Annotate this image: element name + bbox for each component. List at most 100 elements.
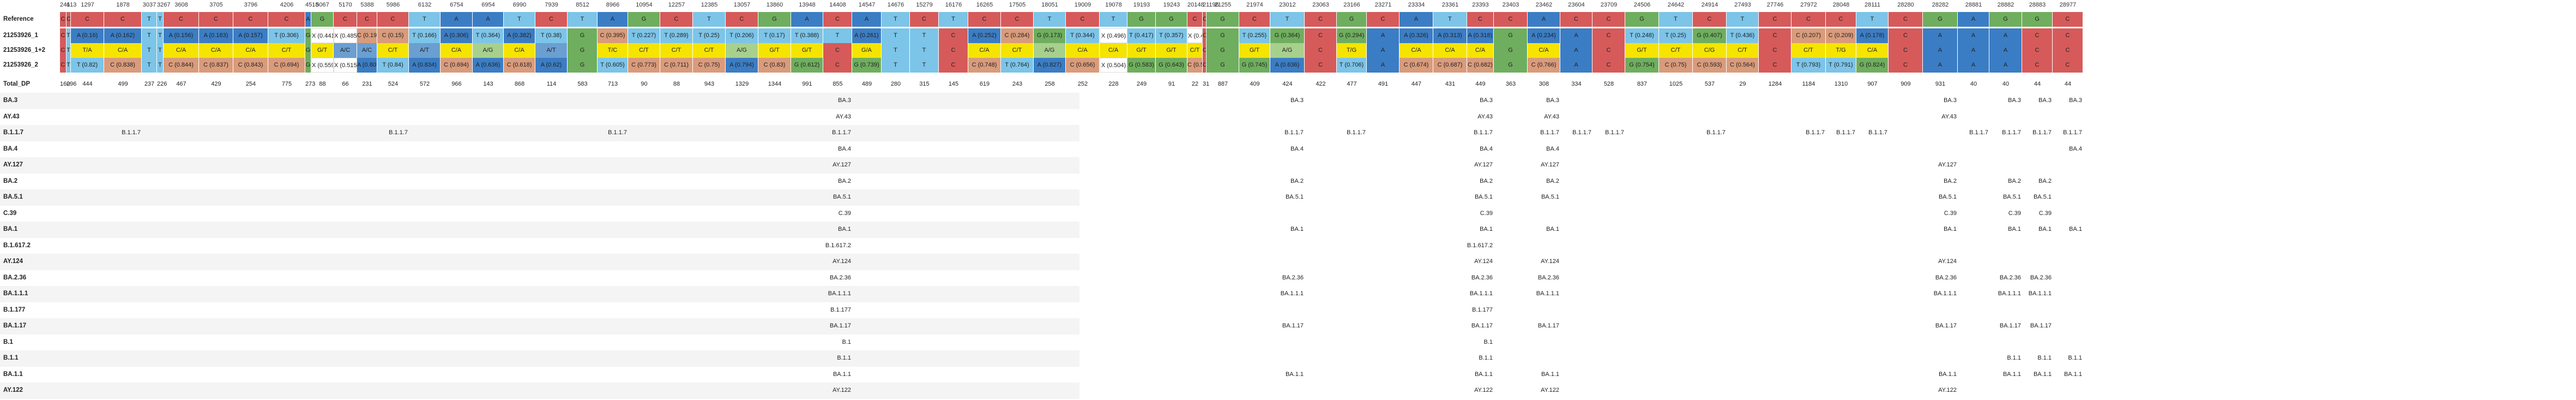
position-header-14547: 14547 (858, 2, 876, 8)
sample-cell: A (0.318) (1467, 28, 1494, 43)
lineage-cell: BA.1.1.1 (1536, 290, 1559, 297)
sample-cell: G/T (311, 43, 334, 58)
sample-cell: A/C (357, 43, 377, 58)
reference-cell: C (377, 12, 409, 27)
reference-cell: C (1791, 12, 1826, 27)
lineage-cell: AY.127 (1474, 162, 1493, 168)
total-dp-cell: 296 (67, 81, 77, 87)
sample-cell: A (0.382) (504, 28, 535, 43)
sample-cell: T (0.364) (473, 28, 504, 43)
lineage-row-stripe (0, 270, 1079, 286)
sample-cell: T (142, 58, 157, 73)
sample-cell: T (0.248) (1625, 28, 1659, 43)
sample-cell: C (0.209) (1826, 28, 1856, 43)
lineage-cell: BA.2.36 (2030, 274, 2052, 281)
lineage-cell: BA.1.1.1 (1280, 290, 1304, 297)
sample-cell: T (0.706) (1337, 58, 1367, 73)
sample-cell: C (1889, 43, 1923, 58)
sample-cell: G (568, 58, 598, 73)
total-dp-cell: 363 (1505, 81, 1516, 87)
lineage-cell: BA.1 (1546, 226, 1559, 232)
sample-cell: T/G (1826, 43, 1856, 58)
sample-cell: T (0.436) (1727, 28, 1759, 43)
total-dp-cell: 114 (546, 81, 557, 87)
sample-cell: G (1494, 43, 1528, 58)
position-header-16176: 16176 (945, 2, 962, 8)
position-header-23393: 23393 (1472, 2, 1489, 8)
lineage-cell: BA.1 (1480, 226, 1493, 232)
sample-cell: T (882, 43, 910, 58)
sample-cell: G (0.612) (791, 58, 823, 73)
sample-cell: T (0.82) (71, 58, 104, 73)
sample-cell: T (157, 28, 164, 43)
sample-cell: C/T (1001, 43, 1034, 58)
total-dp-cell: 1284 (1768, 81, 1782, 87)
reference-cell: C (1592, 12, 1625, 27)
position-header-28881: 28881 (1965, 2, 1982, 8)
lineage-cell: B.1.1.7 (1605, 129, 1624, 136)
lineage-cell: B.1.1.7 (832, 129, 851, 136)
sample-cell: T (0.791) (1826, 58, 1856, 73)
total-dp-cell: 280 (890, 81, 901, 87)
reference-cell: T (1433, 12, 1467, 27)
sample-cell: A (1560, 28, 1592, 43)
sample-cell: C/T (1791, 43, 1826, 58)
lineage-cell: BA.1 (1944, 226, 1957, 232)
reference-cell: C (1494, 12, 1528, 27)
total-dp-cell: 477 (1347, 81, 1357, 87)
sample-cell: T (910, 43, 939, 58)
sample-cell: X (0.559) (311, 58, 334, 73)
total-dp-cell: 499 (118, 81, 128, 87)
lineage-cell: BA.3 (838, 97, 851, 104)
position-header-241: 241 (60, 2, 70, 8)
total-dp-cell: 943 (704, 81, 715, 87)
reference-cell: C (334, 12, 357, 27)
lineage-label: AY.124 (3, 258, 23, 265)
sample-cell: A (0.306) (441, 28, 473, 43)
total-dp-cell: 991 (802, 81, 812, 87)
lineage-cell: BA.2.36 (1999, 274, 2021, 281)
sample-cell: A (1367, 58, 1399, 73)
position-header-3705: 3705 (209, 2, 223, 8)
position-header-28977: 28977 (2059, 2, 2077, 8)
sample-cell: C (1592, 28, 1625, 43)
lineage-cell: B.1.617.2 (825, 242, 851, 249)
total-dp-cell: 424 (1282, 81, 1293, 87)
position-header-8966: 8966 (606, 2, 620, 8)
lineage-cell: AY.43 (1941, 113, 1957, 120)
sample-cell: C (0.656) (1066, 58, 1100, 73)
lineage-cell: BA.1.1 (1541, 371, 1559, 378)
position-header-23334: 23334 (1408, 2, 1425, 8)
lineage-cell: B.1.1 (1479, 355, 1493, 361)
reference-cell: T (882, 12, 910, 27)
reference-cell: G (1989, 12, 2022, 27)
sample-cell: C (2053, 58, 2083, 73)
sample-cell: A (0.157) (233, 28, 268, 43)
sample2-label: 21253926_1+2 (3, 47, 46, 53)
total-dp-cell: 1025 (1669, 81, 1683, 87)
sample-cell: G/T (1239, 43, 1270, 58)
sample-cell: T (0.17) (758, 28, 791, 43)
lineage-cell: BA.2 (838, 177, 851, 184)
sample-cell: T (157, 43, 164, 58)
sample-cell: C (0.75) (1659, 58, 1693, 73)
lineage-cell: BA.2.36 (829, 274, 851, 281)
reference-cell: A (852, 12, 882, 27)
sample-cell: A (0.234) (1528, 28, 1560, 43)
sample-cell: A (0.16) (71, 28, 104, 43)
reference-cell: T (1270, 12, 1305, 27)
sample-cell: C/A (504, 43, 535, 58)
lineage-cell: AY.122 (1541, 387, 1559, 393)
sample-cell: G (305, 43, 311, 58)
lineage-label: BA.5.1 (3, 194, 23, 200)
total-dp-cell: 44 (2064, 81, 2072, 87)
position-header-27746: 27746 (1766, 2, 1784, 8)
lineage-cell: BA.1.1.1 (828, 290, 851, 297)
lineage-label: B.1.1 (3, 355, 19, 361)
sample-cell: A (1989, 43, 2022, 58)
total-dp-cell: 90 (641, 81, 648, 87)
sample-cell: C/T (1659, 43, 1693, 58)
lineage-label: B.1.617.2 (3, 242, 31, 249)
reference-cell: C (71, 12, 104, 27)
sample-cell: G (1494, 58, 1528, 73)
